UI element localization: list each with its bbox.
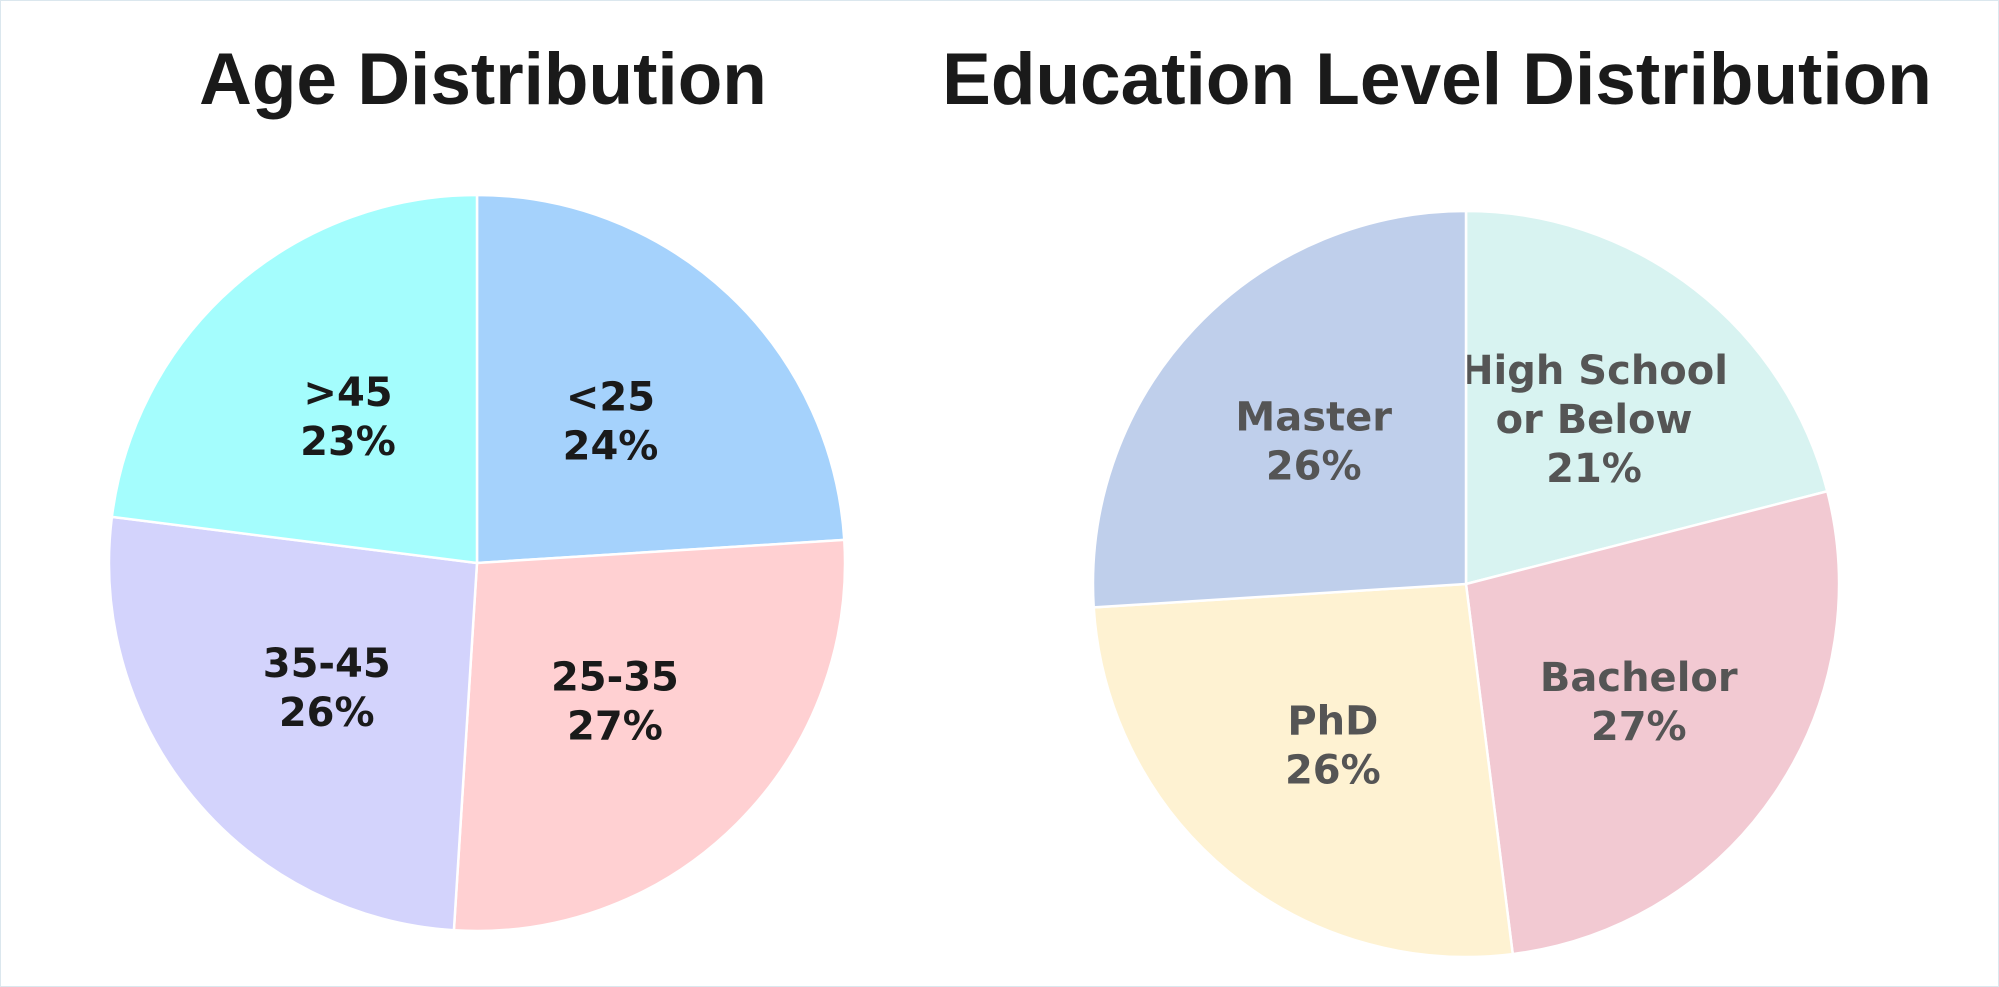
slice-percent: 26% <box>1285 747 1381 793</box>
pie-slice <box>110 193 479 565</box>
slice-category: Bachelor <box>1540 655 1738 701</box>
slice-category: 35-45 <box>263 641 391 687</box>
slice-category: PhD <box>1287 698 1378 744</box>
slice-label: <25 24% <box>563 374 659 469</box>
pie-slice <box>475 193 846 565</box>
pie-slice <box>1092 582 1515 959</box>
pie-slice <box>1464 489 1841 956</box>
slice-category: >45 <box>303 370 392 416</box>
age-distribution-chart: Age Distribution <25 24% 25-35 27% 35-45 26% >… <box>0 0 950 987</box>
slice-category: <25 <box>566 374 655 420</box>
slice-percent: 27% <box>1591 704 1687 750</box>
pie-slice <box>107 515 479 932</box>
slice-percent: 23% <box>300 419 396 465</box>
slice-percent: 21% <box>1546 446 1642 492</box>
chart-title: Age Distribution <box>199 39 767 120</box>
slice-label: High School or Below 21% <box>1460 348 1728 492</box>
slice-percent: 26% <box>279 690 375 736</box>
slice-label: 35-45 26% <box>263 641 391 736</box>
slice-category: High School <box>1460 348 1728 394</box>
slice-label: >45 23% <box>300 370 396 465</box>
slice-label: Bachelor 27% <box>1540 655 1738 750</box>
slice-label: PhD 26% <box>1285 698 1381 793</box>
education-pie: High School or Below 21%Bachelor 27%PhD 26%M… <box>1091 209 1841 959</box>
slice-percent: 24% <box>563 423 659 469</box>
slice-category: 25-35 <box>551 654 679 700</box>
pie-slice <box>1091 209 1468 609</box>
slice-percent: 26% <box>1266 444 1362 490</box>
slice-label: Master 26% <box>1235 395 1392 490</box>
slice-category: or Below <box>1496 397 1693 443</box>
pie-slice <box>1464 209 1829 586</box>
age-pie: <25 24% 25-35 27% 35-45 26% >45 23% <box>107 193 847 933</box>
slice-label: 25-35 27% <box>551 654 679 749</box>
slice-category: Master <box>1235 395 1392 441</box>
education-level-distribution-chart: Education Level Distribution High School… <box>942 0 1999 987</box>
pie-slice <box>452 538 847 933</box>
chart-title: Education Level Distribution <box>942 39 1932 120</box>
slice-percent: 27% <box>567 703 663 749</box>
